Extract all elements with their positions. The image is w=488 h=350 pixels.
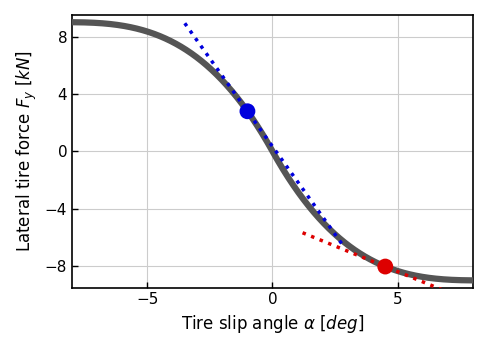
Point [382, 264, 389, 270]
Point [244, 108, 251, 114]
Y-axis label: Lateral tire force $F_y$ $[kN]$: Lateral tire force $F_y$ $[kN]$ [15, 50, 39, 252]
X-axis label: Tire slip angle $\alpha$ $[deg]$: Tire slip angle $\alpha$ $[deg]$ [181, 313, 364, 335]
